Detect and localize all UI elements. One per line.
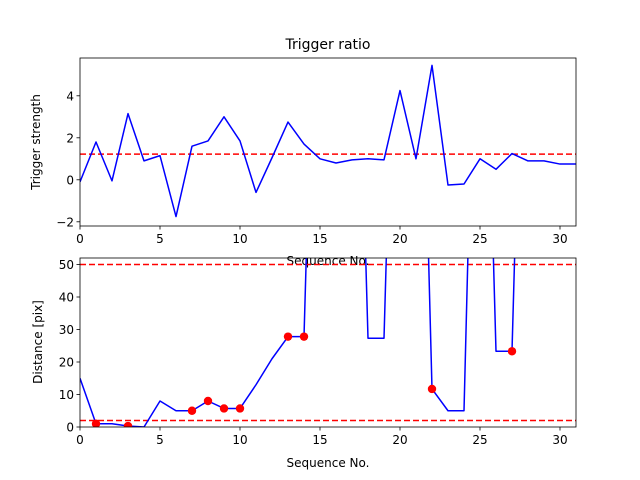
- axes-frame-top: [79, 57, 577, 227]
- data-point-bottom: [219, 404, 229, 413]
- y-tick-label-bottom: 20: [59, 356, 74, 370]
- x-axis-label-top: Sequence No.: [287, 254, 370, 268]
- plot-area-top: [80, 64, 576, 218]
- x-axis-label-bottom: Sequence No.: [287, 456, 370, 470]
- data-point-bottom: [91, 419, 101, 427]
- y-tick-label-top: 2: [66, 131, 74, 145]
- data-point-bottom: [427, 384, 437, 394]
- data-point-bottom: [235, 404, 245, 413]
- y-axis-label-bottom: Distance [pix]: [31, 300, 45, 384]
- x-tick-label-top: 30: [552, 232, 567, 246]
- y-tick-label-top: 0: [66, 173, 74, 187]
- axes-frame-bottom: [79, 257, 577, 428]
- x-tick-label-top: 0: [76, 232, 84, 246]
- x-tick-label-bottom: 30: [552, 433, 567, 447]
- x-tick-label-top: 25: [472, 232, 487, 246]
- y-axis-label-top: Trigger strength: [29, 94, 43, 191]
- y-tick-label-bottom: 30: [59, 323, 74, 337]
- data-point-bottom: [203, 396, 213, 406]
- x-tick-label-top: 15: [312, 232, 327, 246]
- axes-bottom: 0 5 10 15 20 25 30 0 10 20 30 40 50: [59, 258, 568, 447]
- series-line-bottom-0: [80, 258, 516, 427]
- x-tick-label-top: 5: [156, 232, 164, 246]
- chart-title-top: Trigger ratio: [284, 37, 370, 53]
- data-point-bottom: [123, 421, 133, 427]
- x-tick-label-bottom: 10: [232, 433, 247, 447]
- x-tick-label-bottom: 15: [312, 433, 327, 447]
- series-line-top-0: [80, 64, 576, 218]
- x-tick-label-bottom: 0: [76, 433, 84, 447]
- y-tick-label-bottom: 50: [59, 258, 74, 272]
- y-tick-label-top: −2: [56, 215, 74, 229]
- x-tick-label-bottom: 20: [392, 433, 407, 447]
- y-tick-label-bottom: 10: [59, 388, 74, 402]
- y-tick-label-bottom: 0: [66, 421, 74, 435]
- data-point-bottom: [187, 406, 197, 415]
- data-point-bottom: [299, 332, 309, 341]
- x-tick-label-bottom: 25: [472, 433, 487, 447]
- plot-area-bottom: [80, 258, 576, 427]
- data-point-bottom: [283, 332, 293, 341]
- data-point-bottom: [507, 347, 517, 356]
- x-tick-label-top: 20: [392, 232, 407, 246]
- x-tick-label-bottom: 5: [156, 433, 164, 447]
- distance-chart: 0 5 10 15 20 25 30 0 10 20 30 40 50 Distance [pix] S…: [31, 257, 577, 470]
- x-tick-label-top: 10: [232, 232, 247, 246]
- y-tick-label-bottom: 40: [59, 291, 74, 305]
- y-tick-label-top: 4: [66, 89, 74, 103]
